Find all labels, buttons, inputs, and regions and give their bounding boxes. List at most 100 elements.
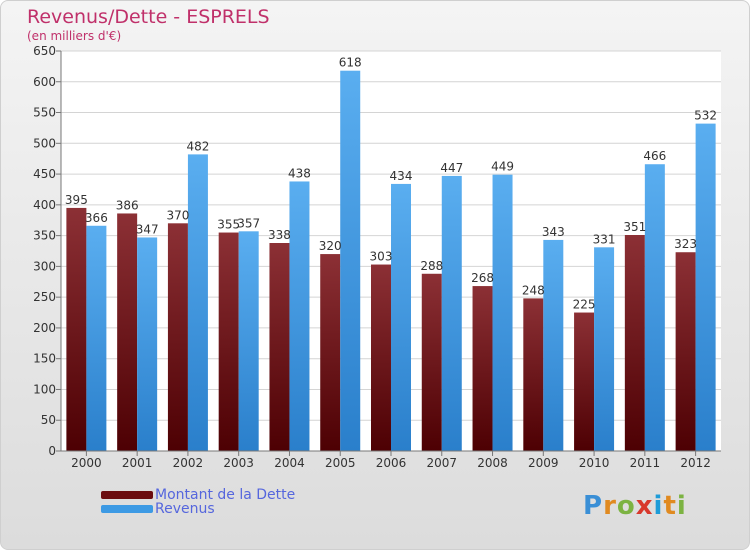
bars — [66, 70, 716, 451]
data-label-revenus: 343 — [542, 225, 565, 239]
bar-debt — [218, 232, 239, 451]
data-label-revenus: 449 — [491, 160, 514, 174]
y-tick-label: 200 — [33, 321, 56, 335]
y-tick-label: 400 — [33, 198, 56, 212]
data-label-debt: 370 — [166, 208, 189, 222]
data-label-debt: 338 — [268, 228, 291, 242]
bar-debt — [421, 273, 442, 451]
bar-revenus — [340, 70, 361, 451]
y-tick-label: 300 — [33, 259, 56, 273]
y-tick-label: 500 — [33, 136, 56, 150]
data-label-debt: 225 — [573, 298, 596, 312]
bar-debt — [320, 254, 341, 451]
logo-letter: r — [603, 491, 617, 521]
x-tick-label: 2003 — [223, 456, 254, 470]
x-tick-label: 2012 — [680, 456, 711, 470]
logo-letter: x — [635, 491, 654, 521]
bar-revenus — [543, 239, 564, 451]
bar-revenus — [441, 175, 462, 451]
x-tick-label: 2001 — [122, 456, 153, 470]
legend-swatch-debt — [101, 491, 153, 499]
legend-item-debt: Montant de la Dette — [101, 487, 295, 503]
y-tick-label: 650 — [33, 44, 56, 58]
y-tick-label: 350 — [33, 229, 56, 243]
x-axis-ticks: 2000 2001 2002 2003 2004 2005 2006 2007 2008 2009… — [71, 451, 711, 470]
data-label-revenus: 466 — [643, 149, 666, 163]
bar-debt — [624, 235, 645, 451]
x-tick-label: 2010 — [579, 456, 610, 470]
data-label-debt: 303 — [370, 250, 393, 264]
x-tick-label: 2007 — [426, 456, 457, 470]
data-label-revenus: 532 — [694, 109, 717, 123]
bar-revenus — [238, 231, 259, 451]
bar-debt — [675, 252, 696, 451]
data-label-debt: 248 — [522, 283, 545, 297]
chart-subtitle: (en milliers d'€) — [27, 29, 122, 43]
data-label-revenus: 347 — [136, 222, 159, 236]
bar-revenus — [187, 154, 208, 451]
logo-letter: o — [616, 491, 636, 521]
x-tick-label: 2009 — [528, 456, 559, 470]
x-tick-label: 2000 — [71, 456, 102, 470]
bar-revenus — [289, 181, 310, 451]
data-label-revenus: 618 — [339, 56, 362, 70]
data-label-debt: 288 — [420, 259, 443, 273]
data-label-debt: 395 — [65, 193, 88, 207]
data-label-revenus: 447 — [440, 161, 463, 175]
legend-item-revenus: Revenus — [101, 501, 215, 517]
y-tick-label: 450 — [33, 167, 56, 181]
data-label-revenus: 366 — [85, 211, 108, 225]
logo-letter: P — [583, 491, 604, 521]
data-label-debt: 355 — [217, 218, 240, 232]
data-label-debt: 351 — [623, 220, 646, 234]
bar-debt — [117, 213, 138, 451]
x-tick-label: 2005 — [325, 456, 356, 470]
y-tick-label: 100 — [33, 382, 56, 396]
data-label-revenus: 357 — [237, 216, 260, 230]
data-label-revenus: 434 — [390, 169, 413, 183]
legend-label-debt: Montant de la Dette — [155, 487, 296, 503]
bar-debt — [269, 243, 290, 451]
data-label-debt: 386 — [116, 198, 139, 212]
bar-revenus — [86, 225, 107, 451]
y-tick-label: 600 — [33, 75, 56, 89]
data-label-debt: 320 — [319, 239, 342, 253]
logo-letter: t — [663, 491, 677, 521]
y-tick-label: 50 — [41, 413, 56, 427]
x-tick-label: 2008 — [477, 456, 508, 470]
y-tick-label: 550 — [33, 106, 56, 120]
bar-debt — [371, 264, 391, 451]
y-tick-label: 250 — [33, 290, 56, 304]
bar-debt — [167, 223, 188, 451]
data-label-revenus: 438 — [288, 166, 311, 180]
x-tick-label: 2006 — [376, 456, 407, 470]
x-tick-label: 2011 — [630, 456, 661, 470]
data-label-debt: 268 — [471, 271, 494, 285]
legend-label-revenus: Revenus — [155, 501, 215, 517]
data-label-debt: 323 — [674, 237, 697, 251]
chart-title: Revenus/Dette - ESPRELS — [27, 6, 270, 28]
x-tick-label: 2002 — [173, 456, 204, 470]
proxiti-logo: Proxiti — [583, 491, 687, 521]
bar-revenus — [492, 174, 513, 451]
logo-letter: i — [676, 491, 687, 521]
bar-revenus — [695, 123, 716, 451]
x-tick-label: 2004 — [274, 456, 305, 470]
data-label-revenus: 482 — [186, 139, 209, 153]
logo-letter: i — [653, 491, 664, 521]
bar-revenus — [391, 183, 411, 451]
bar-debt — [574, 312, 595, 451]
legend-swatch-revenus — [101, 505, 153, 513]
bar-debt — [66, 207, 87, 451]
bar-debt — [523, 298, 544, 451]
y-tick-label: 0 — [48, 444, 56, 458]
y-axis-ticks: 0 50 100 150 200 250 300 350 400 450 500 550 600 650 — [33, 44, 61, 458]
y-tick-label: 150 — [33, 352, 56, 366]
bar-revenus — [594, 247, 615, 451]
bar-revenus — [137, 237, 158, 451]
bar-revenus — [644, 164, 665, 451]
data-label-revenus: 331 — [593, 232, 616, 246]
